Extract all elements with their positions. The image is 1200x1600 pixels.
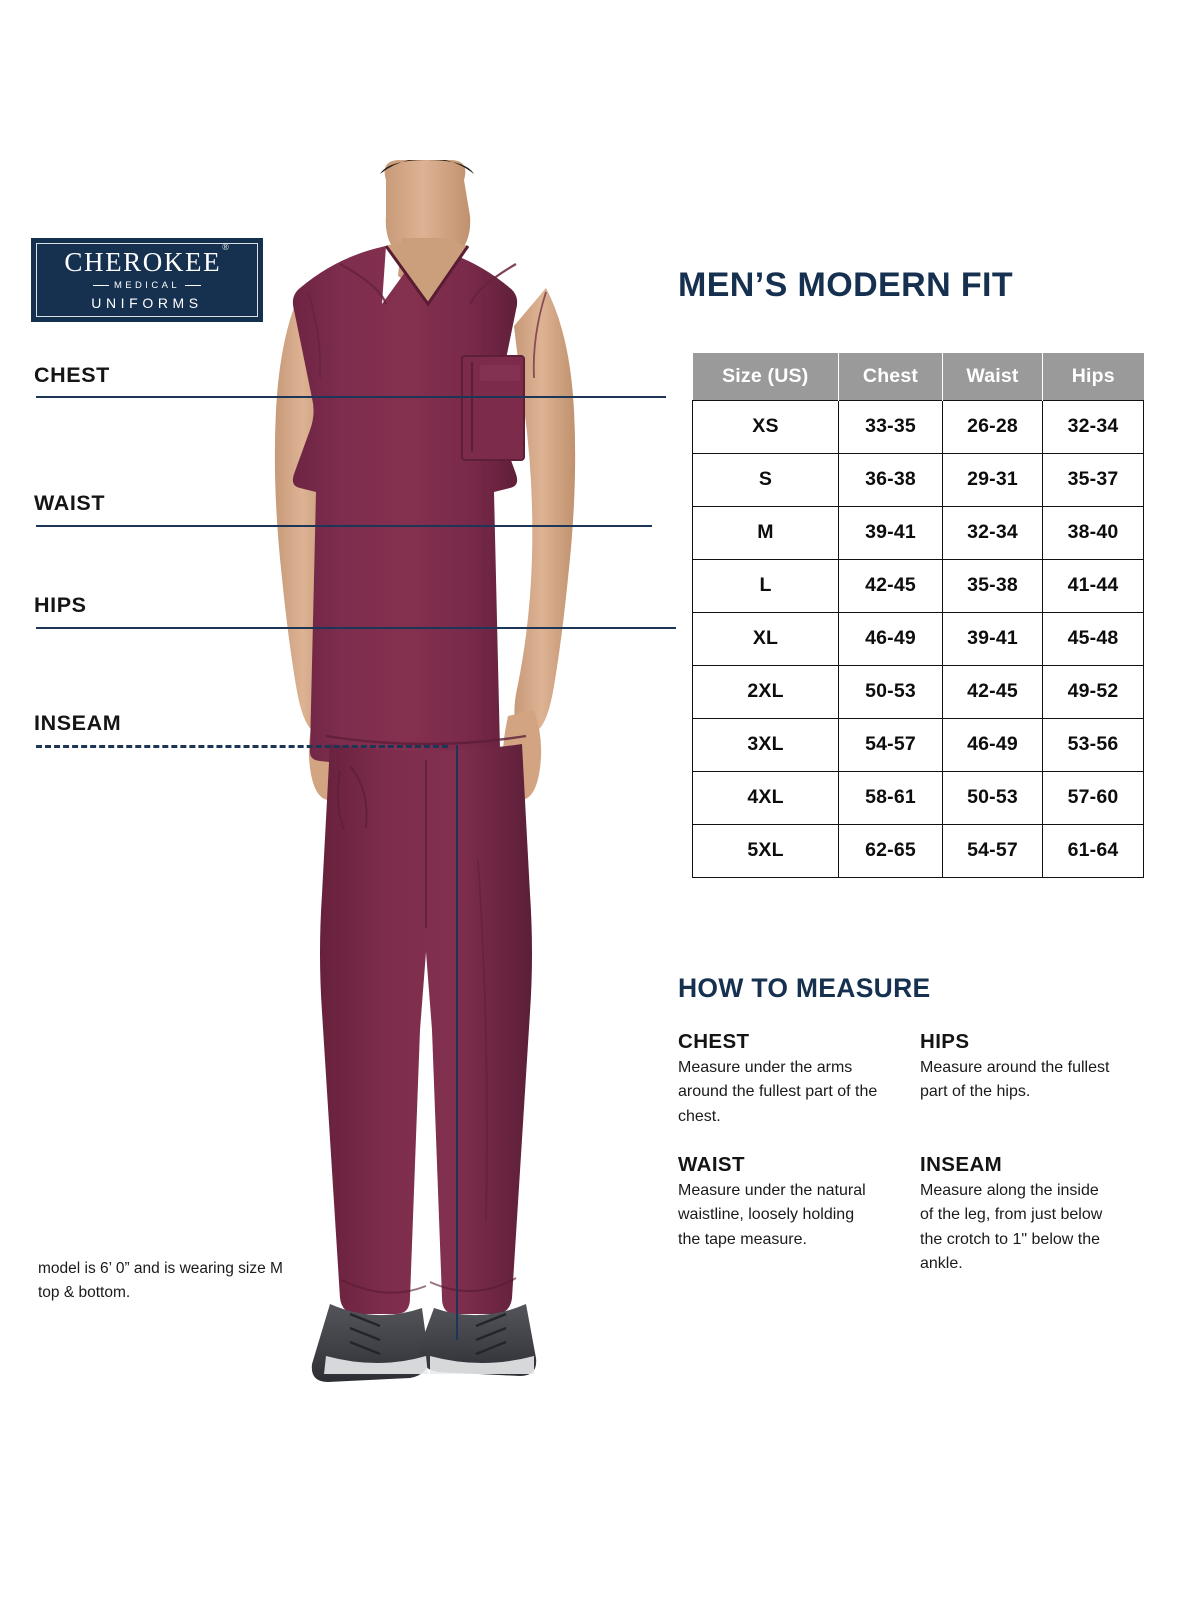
- cell-waist: 54-57: [942, 823, 1043, 878]
- cell-waist: 26-28: [942, 399, 1043, 454]
- column-header-chest: Chest: [838, 353, 943, 400]
- measure-label-inseam: INSEAM: [34, 711, 122, 735]
- brand-name: CHEROKEE®: [64, 242, 231, 277]
- how-to-measure-list: CHEST Measure under the arms around the …: [678, 1030, 1138, 1276]
- cell-hips: 57-60: [1042, 770, 1144, 825]
- registered-mark: ®: [222, 242, 231, 252]
- how-to-desc-hips: Measure around the fullest part of the h…: [920, 1059, 1110, 1101]
- size-chart-table: Size (US) Chest Waist Hips XS 33-35 26-2…: [692, 353, 1144, 878]
- measure-line-inseam: [36, 745, 448, 748]
- cell-chest: 58-61: [838, 770, 943, 825]
- measure-label-waist: WAIST: [34, 491, 106, 515]
- cell-chest: 46-49: [838, 611, 943, 666]
- cell-chest: 39-41: [838, 505, 943, 560]
- cell-chest: 33-35: [838, 399, 943, 454]
- brand-subtitle-medical: MEDICAL: [92, 280, 202, 291]
- cell-hips: 41-44: [1042, 558, 1144, 613]
- cell-waist: 46-49: [942, 717, 1043, 772]
- cell-size: M: [692, 505, 839, 560]
- table-row: S 36-38 29-31 35-37: [692, 452, 1144, 507]
- cell-waist: 32-34: [942, 505, 1043, 560]
- cell-size: XL: [692, 611, 839, 666]
- cell-waist: 29-31: [942, 452, 1043, 507]
- cell-hips: 49-52: [1042, 664, 1144, 719]
- logo-rule-left: [92, 285, 109, 286]
- cell-hips: 35-37: [1042, 452, 1144, 507]
- cell-size: 4XL: [692, 770, 839, 825]
- how-to-desc-waist: Measure under the natural waistline, loo…: [678, 1181, 866, 1248]
- table-row: 5XL 62-65 54-57 61-64: [692, 823, 1144, 878]
- column-header-waist: Waist: [942, 353, 1043, 400]
- cell-chest: 54-57: [838, 717, 943, 772]
- table-row: XL 46-49 39-41 45-48: [692, 611, 1144, 666]
- cell-chest: 62-65: [838, 823, 943, 878]
- cell-hips: 53-56: [1042, 717, 1144, 772]
- how-to-item-chest: CHEST Measure under the arms around the …: [678, 1030, 920, 1129]
- measure-line-inseam-vertical: [456, 745, 458, 1340]
- cell-chest: 36-38: [838, 452, 943, 507]
- table-row: XS 33-35 26-28 32-34: [692, 399, 1144, 454]
- measure-label-hips: HIPS: [34, 593, 87, 617]
- table-row: L 42-45 35-38 41-44: [692, 558, 1144, 613]
- cell-hips: 45-48: [1042, 611, 1144, 666]
- cell-hips: 32-34: [1042, 399, 1144, 454]
- how-to-item-inseam: INSEAM Measure along the inside of the l…: [920, 1153, 1138, 1276]
- how-to-item-waist: WAIST Measure under the natural waistlin…: [678, 1153, 920, 1276]
- how-to-item-hips: HIPS Measure around the fullest part of …: [920, 1030, 1138, 1129]
- measure-label-chest: CHEST: [34, 363, 110, 387]
- cell-chest: 50-53: [838, 664, 943, 719]
- cell-size: L: [692, 558, 839, 613]
- column-header-size: Size (US): [692, 353, 839, 400]
- cell-chest: 42-45: [838, 558, 943, 613]
- cell-waist: 35-38: [942, 558, 1043, 613]
- model-note: model is 6’ 0” and is wearing size M top…: [38, 1260, 283, 1302]
- how-to-term-waist: WAIST: [678, 1152, 745, 1176]
- how-to-desc-chest: Measure under the arms around the fulles…: [678, 1059, 878, 1125]
- model-illustration: [274, 160, 576, 1382]
- how-to-term-hips: HIPS: [920, 1030, 970, 1053]
- cell-size: XS: [692, 399, 839, 454]
- how-to-measure-title: HOW TO MEASURE: [678, 973, 931, 1003]
- logo-rule-right: [185, 285, 202, 286]
- table-row: 3XL 54-57 46-49 53-56: [692, 717, 1144, 772]
- table-row: 4XL 58-61 50-53 57-60: [692, 770, 1144, 825]
- cell-waist: 42-45: [942, 664, 1043, 719]
- cell-hips: 38-40: [1042, 505, 1144, 560]
- how-to-desc-inseam: Measure along the inside of the leg, fro…: [920, 1181, 1103, 1272]
- cell-size: 3XL: [692, 717, 839, 772]
- cell-size: S: [692, 452, 839, 507]
- cell-waist: 50-53: [942, 770, 1043, 825]
- measure-line-waist: [36, 525, 652, 527]
- page-title: MEN’S MODERN FIT: [678, 266, 1014, 304]
- measure-line-chest: [36, 396, 666, 398]
- brand-logo: CHEROKEE® MEDICAL UNIFORMS: [31, 238, 263, 322]
- cell-size: 5XL: [692, 823, 839, 878]
- table-header-row: Size (US) Chest Waist Hips: [692, 353, 1144, 400]
- table-row: 2XL 50-53 42-45 49-52: [692, 664, 1144, 719]
- measure-line-hips: [36, 627, 676, 629]
- cell-waist: 39-41: [942, 611, 1043, 666]
- brand-logo-frame: CHEROKEE® MEDICAL UNIFORMS: [36, 243, 258, 317]
- table-row: M 39-41 32-34 38-40: [692, 505, 1144, 560]
- brand-subtitle-uniforms: UNIFORMS: [91, 295, 203, 311]
- how-to-term-inseam: INSEAM: [920, 1152, 1003, 1176]
- cell-size: 2XL: [692, 664, 839, 719]
- column-header-hips: Hips: [1042, 353, 1144, 400]
- cell-hips: 61-64: [1042, 823, 1144, 878]
- how-to-term-chest: CHEST: [678, 1030, 750, 1053]
